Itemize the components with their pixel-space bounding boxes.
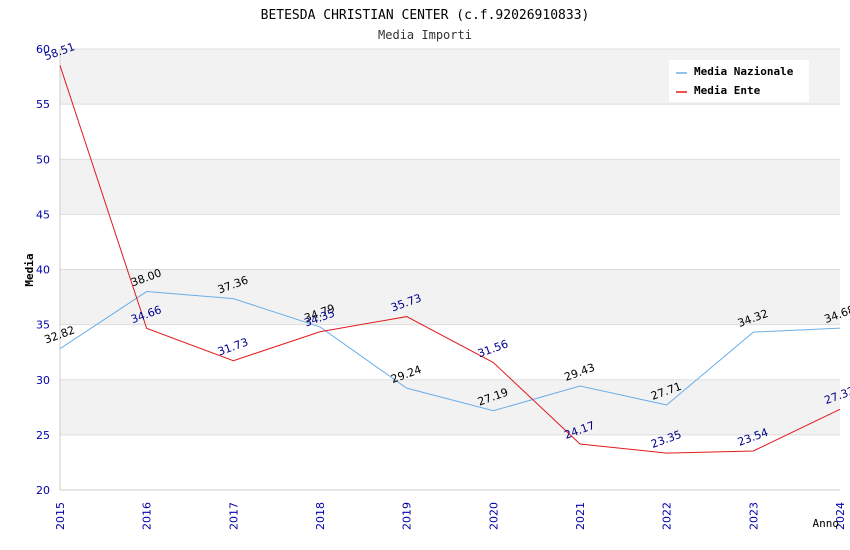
legend: Media Nazionale Media Ente bbox=[669, 60, 809, 102]
data-label: 31.73 bbox=[216, 336, 250, 359]
y-tick-label: 25 bbox=[36, 429, 50, 442]
series-lines bbox=[59, 65, 841, 454]
axes bbox=[59, 49, 840, 491]
y-tick-label: 55 bbox=[36, 98, 50, 111]
legend-box bbox=[669, 60, 809, 102]
y-tick-label: 45 bbox=[36, 208, 50, 221]
x-tick-labels: 2015 2016 2017 2018 2019 2020 2021 2022 2023 2024 bbox=[54, 502, 847, 530]
x-tick-label: 2022 bbox=[661, 502, 674, 530]
grid-band bbox=[60, 269, 840, 325]
x-tick-label: 2024 bbox=[834, 502, 847, 530]
chart-subtitle: Media Importi bbox=[378, 28, 472, 42]
x-axis-title: Anno bbox=[813, 517, 840, 530]
x-tick-label: 2015 bbox=[54, 502, 67, 530]
series-line-media-ente bbox=[59, 65, 841, 454]
plot-background-bands bbox=[60, 49, 840, 435]
y-tick-label: 20 bbox=[36, 484, 50, 497]
x-tick-label: 2018 bbox=[314, 502, 327, 530]
x-tick-label: 2023 bbox=[747, 502, 760, 530]
y-tick-label: 30 bbox=[36, 374, 50, 387]
legend-label-media-nazionale: Media Nazionale bbox=[694, 65, 794, 78]
chart-title: BETESDA CHRISTIAN CENTER (c.f.9202691083… bbox=[261, 8, 590, 23]
series-line-media-nazionale bbox=[59, 291, 841, 412]
x-tick-label: 2017 bbox=[227, 502, 240, 530]
data-label: 31.56 bbox=[476, 337, 510, 360]
y-tick-label: 60 bbox=[36, 43, 50, 56]
y-tick-labels: 20 25 30 35 40 45 50 55 60 bbox=[36, 43, 50, 497]
x-tick-label: 2019 bbox=[401, 502, 414, 530]
legend-label-media-ente: Media Ente bbox=[694, 84, 761, 97]
y-tick-label: 40 bbox=[36, 264, 50, 277]
y-tick-label: 50 bbox=[36, 153, 50, 166]
grid-band bbox=[60, 159, 840, 215]
y-tick-label: 35 bbox=[36, 319, 50, 332]
x-tick-label: 2016 bbox=[141, 502, 154, 530]
grid-band bbox=[60, 379, 840, 435]
x-tick-label: 2020 bbox=[487, 502, 500, 530]
x-tick-label: 2021 bbox=[574, 502, 587, 530]
y-axis-title: Media bbox=[23, 253, 36, 286]
